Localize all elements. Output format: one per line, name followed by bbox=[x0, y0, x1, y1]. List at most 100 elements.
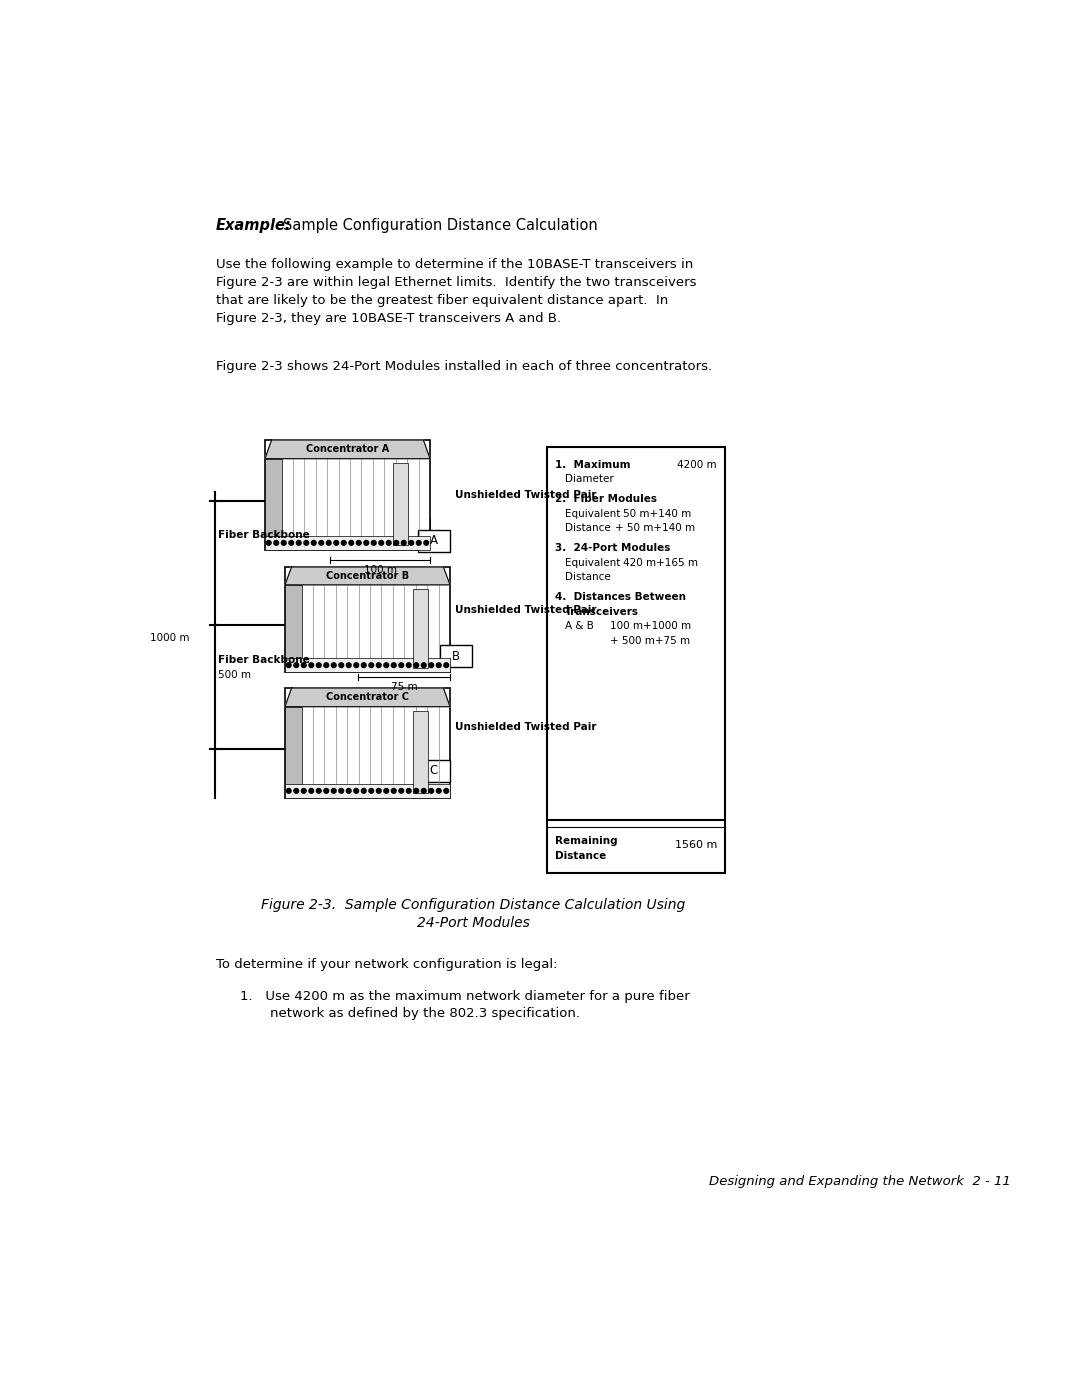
Text: Equivalent: Equivalent bbox=[565, 557, 620, 569]
Circle shape bbox=[383, 662, 389, 668]
Text: Fiber Backbone: Fiber Backbone bbox=[218, 529, 310, 541]
Circle shape bbox=[356, 541, 361, 545]
Circle shape bbox=[417, 541, 421, 545]
Text: Concentrator A: Concentrator A bbox=[306, 444, 389, 454]
Text: 100 m+1000 m: 100 m+1000 m bbox=[610, 622, 691, 631]
Circle shape bbox=[339, 662, 343, 668]
Circle shape bbox=[377, 788, 381, 793]
Text: Remaining: Remaining bbox=[555, 835, 618, 847]
Text: 1000 m: 1000 m bbox=[150, 633, 190, 643]
Circle shape bbox=[414, 662, 419, 668]
Bar bbox=[265, 440, 430, 550]
Circle shape bbox=[421, 788, 427, 793]
Text: + 500 m+75 m: + 500 m+75 m bbox=[610, 636, 690, 645]
Text: Concentrator C: Concentrator C bbox=[326, 693, 409, 703]
Text: 1560 m: 1560 m bbox=[675, 840, 717, 849]
Circle shape bbox=[286, 788, 292, 793]
Circle shape bbox=[332, 662, 336, 668]
Circle shape bbox=[399, 662, 404, 668]
Circle shape bbox=[369, 662, 374, 668]
Polygon shape bbox=[285, 567, 450, 585]
Text: Diameter: Diameter bbox=[565, 474, 613, 483]
Circle shape bbox=[444, 662, 448, 668]
Circle shape bbox=[332, 788, 336, 793]
Circle shape bbox=[444, 788, 448, 793]
Circle shape bbox=[334, 541, 339, 545]
Circle shape bbox=[316, 788, 321, 793]
Circle shape bbox=[421, 662, 427, 668]
Text: 500 m: 500 m bbox=[218, 671, 251, 680]
Circle shape bbox=[369, 788, 374, 793]
Text: 24-Port Modules: 24-Port Modules bbox=[417, 916, 529, 930]
Text: Figure 2-3, they are 10BASE-T transceivers A and B.: Figure 2-3, they are 10BASE-T transceive… bbox=[216, 312, 562, 326]
Text: A: A bbox=[430, 535, 438, 548]
Circle shape bbox=[414, 788, 419, 793]
Bar bbox=[285, 585, 301, 672]
Circle shape bbox=[349, 541, 353, 545]
Text: 1.   Use 4200 m as the maximum network diameter for a pure fiber: 1. Use 4200 m as the maximum network dia… bbox=[240, 990, 690, 1003]
Text: Designing and Expanding the Network  2 - 11: Designing and Expanding the Network 2 - … bbox=[710, 1175, 1011, 1187]
Circle shape bbox=[267, 541, 271, 545]
Bar bbox=[285, 567, 450, 672]
Circle shape bbox=[391, 788, 396, 793]
Circle shape bbox=[383, 788, 389, 793]
Text: Example:: Example: bbox=[216, 218, 292, 233]
Bar bbox=[265, 535, 430, 550]
Bar bbox=[413, 590, 428, 668]
Text: Figure 2-3.  Sample Configuration Distance Calculation Using: Figure 2-3. Sample Configuration Distanc… bbox=[261, 898, 685, 912]
Polygon shape bbox=[285, 687, 450, 707]
Text: Use the following example to determine if the 10BASE-T transceivers in: Use the following example to determine i… bbox=[216, 258, 693, 271]
Text: Unshielded Twisted Pair: Unshielded Twisted Pair bbox=[455, 490, 596, 500]
Circle shape bbox=[294, 788, 298, 793]
Bar bbox=[413, 711, 428, 793]
Text: Sample Configuration Distance Calculation: Sample Configuration Distance Calculatio… bbox=[283, 218, 597, 233]
Circle shape bbox=[362, 788, 366, 793]
Circle shape bbox=[289, 541, 294, 545]
Text: 4.  Distances Between: 4. Distances Between bbox=[555, 592, 686, 602]
Text: Distance: Distance bbox=[565, 571, 611, 583]
Circle shape bbox=[311, 541, 316, 545]
Text: Distance: Distance bbox=[555, 851, 606, 861]
Circle shape bbox=[362, 662, 366, 668]
Circle shape bbox=[399, 788, 404, 793]
Circle shape bbox=[354, 662, 359, 668]
Circle shape bbox=[326, 541, 332, 545]
Circle shape bbox=[341, 541, 346, 545]
Text: Unshielded Twisted Pair: Unshielded Twisted Pair bbox=[455, 605, 596, 615]
Text: Fiber Backbone: Fiber Backbone bbox=[218, 655, 310, 665]
Bar bbox=[418, 760, 450, 782]
Circle shape bbox=[347, 788, 351, 793]
Circle shape bbox=[316, 662, 321, 668]
Circle shape bbox=[282, 541, 286, 545]
Bar bbox=[285, 707, 301, 798]
Circle shape bbox=[339, 788, 343, 793]
Text: C: C bbox=[430, 764, 438, 778]
Text: + 50 m+140 m: + 50 m+140 m bbox=[615, 522, 696, 534]
Circle shape bbox=[429, 662, 433, 668]
Circle shape bbox=[354, 788, 359, 793]
Text: A & B: A & B bbox=[565, 622, 594, 631]
Circle shape bbox=[372, 541, 376, 545]
Bar bbox=[393, 464, 408, 545]
Bar bbox=[285, 687, 450, 798]
Circle shape bbox=[301, 662, 306, 668]
Circle shape bbox=[301, 788, 306, 793]
Circle shape bbox=[406, 662, 411, 668]
Circle shape bbox=[296, 541, 301, 545]
Circle shape bbox=[409, 541, 414, 545]
Text: 4200 m: 4200 m bbox=[677, 460, 717, 469]
Circle shape bbox=[436, 788, 441, 793]
Bar bbox=[285, 784, 450, 798]
Text: B: B bbox=[451, 650, 460, 662]
Circle shape bbox=[324, 662, 328, 668]
Polygon shape bbox=[265, 440, 430, 458]
Text: 420 m+165 m: 420 m+165 m bbox=[623, 557, 698, 569]
Circle shape bbox=[319, 541, 324, 545]
Text: Distance: Distance bbox=[565, 522, 611, 534]
Bar bbox=[265, 458, 282, 550]
Bar bbox=[418, 529, 450, 552]
Circle shape bbox=[324, 788, 328, 793]
Text: Figure 2-3 shows 24-Port Modules installed in each of three concentrators.: Figure 2-3 shows 24-Port Modules install… bbox=[216, 360, 712, 373]
Text: Concentrator B: Concentrator B bbox=[326, 571, 409, 581]
Text: 2.  Fiber Modules: 2. Fiber Modules bbox=[555, 495, 657, 504]
